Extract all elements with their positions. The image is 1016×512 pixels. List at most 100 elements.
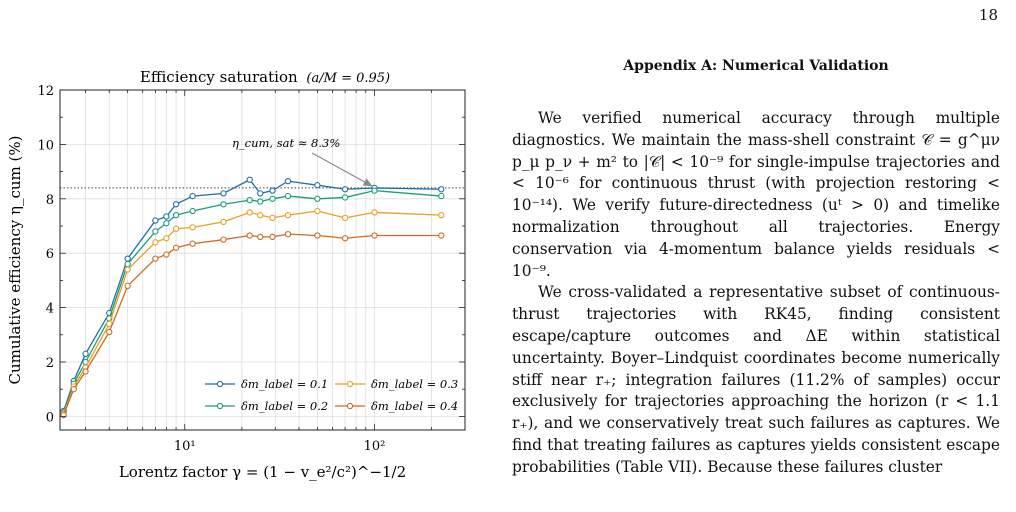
series-point <box>189 192 196 200</box>
page-number: 18 <box>978 6 998 24</box>
series-point <box>124 260 131 268</box>
appendix-title: Appendix A: Numerical Validation <box>623 58 889 74</box>
y-tick-label: 4 <box>46 302 54 317</box>
series-point <box>163 251 170 258</box>
annotation-layer: η_cum, sat ≈ 8.3% <box>232 136 373 187</box>
y-tick-label: 10 <box>37 138 54 153</box>
series-point <box>257 198 264 205</box>
series-point <box>269 233 276 241</box>
series-point <box>220 201 227 208</box>
series-point <box>284 211 292 219</box>
legend-entry-3: δm_label = 0.3 <box>335 377 458 391</box>
series-point <box>246 209 253 216</box>
legend-label: δm_label = 0.1 <box>241 377 328 391</box>
series-point <box>438 232 445 239</box>
series-point <box>82 350 89 357</box>
x-tick-label: 10¹ <box>174 439 196 454</box>
series-point <box>172 201 180 208</box>
series-layer <box>60 176 445 419</box>
series-point <box>246 232 253 239</box>
series-point <box>371 187 378 194</box>
y-tick-label: 6 <box>46 247 54 262</box>
series-point <box>314 232 321 239</box>
series-point <box>189 240 196 247</box>
plot-frame <box>59 89 466 431</box>
series-point <box>152 239 159 246</box>
series-point <box>284 192 292 200</box>
saturation-annotation: η_cum, sat ≈ 8.3% <box>232 136 340 150</box>
efficiency-saturation-figure: Efficiency saturation (a/M = 0.95) 0 2 4 6 8… <box>0 55 480 495</box>
series-point <box>163 235 170 242</box>
annotation-arrow <box>311 152 373 187</box>
series-line <box>63 210 442 414</box>
series-point <box>172 225 180 232</box>
series-point <box>438 192 445 200</box>
series-point <box>371 209 378 216</box>
series-point <box>106 320 113 328</box>
y-tick-label: 8 <box>46 193 54 208</box>
series-point <box>341 235 349 242</box>
y-tick-label: 0 <box>46 410 54 425</box>
legend-entry-1: δm_label = 0.1 <box>205 377 328 391</box>
series-point <box>152 217 159 224</box>
series-point <box>124 282 131 289</box>
series-point <box>189 224 196 231</box>
series-point <box>172 211 180 219</box>
appendix-paragraph-2: We cross-validated a representative subs… <box>512 283 1000 476</box>
series-point <box>257 190 264 197</box>
series-point <box>70 386 77 393</box>
y-tick-label: 12 <box>37 84 54 99</box>
appendix-paragraph-1: We verified numerical accuracy through m… <box>512 109 1000 280</box>
legend-swatch-marker <box>346 380 354 388</box>
series-point <box>269 195 276 202</box>
series-line <box>63 178 442 412</box>
series-1 <box>60 176 445 415</box>
legend-swatch-marker <box>216 380 224 388</box>
series-point <box>124 255 131 262</box>
legend-label: δm_label = 0.3 <box>371 377 458 391</box>
y-tick-label: 2 <box>46 356 54 371</box>
series-line <box>63 233 442 416</box>
x-axis-label: Lorentz factor γ = (1 − v_e²/c²)^−1/2 <box>119 463 406 481</box>
series-point <box>314 182 321 189</box>
tick-layer: 0 2 4 6 8 10 12 10¹ 10² <box>37 84 466 454</box>
series-point <box>341 194 349 201</box>
y-axis-label: Cumulative efficiency η_cum (%) <box>6 136 24 385</box>
series-point <box>314 195 321 202</box>
series-point <box>341 186 349 193</box>
series-point <box>341 214 349 221</box>
legend-entry-4: δm_label = 0.4 <box>335 399 458 413</box>
series-point <box>106 328 113 336</box>
chart-title-prefix: Efficiency saturation <box>140 68 298 86</box>
series-point <box>257 233 264 241</box>
legend-swatch-marker <box>216 402 224 410</box>
x-tick-label: 10² <box>364 439 386 454</box>
series-point <box>82 368 89 375</box>
series-point <box>284 177 292 185</box>
legend-entry-2: δm_label = 0.2 <box>205 399 328 413</box>
series-point <box>220 190 227 197</box>
series-point <box>284 231 292 238</box>
annotation-arrowhead <box>362 178 373 187</box>
legend-label: δm_label = 0.2 <box>241 399 328 413</box>
series-point <box>189 207 196 215</box>
legend-swatch-marker <box>346 402 354 410</box>
legend: δm_label = 0.1 δm_label = 0.3 δm_label = 0… <box>205 377 458 413</box>
chart-title-param: (a/M = 0.95) <box>306 71 390 86</box>
series-point <box>152 255 159 262</box>
legend-label: δm_label = 0.4 <box>371 399 458 413</box>
series-point <box>257 211 264 219</box>
series-point <box>438 211 445 219</box>
series-point <box>124 266 131 273</box>
grid-layer <box>60 89 466 430</box>
series-point <box>269 214 276 221</box>
series-point <box>172 244 180 251</box>
series-point <box>60 411 67 419</box>
series-point <box>163 220 170 227</box>
series-point <box>163 213 170 220</box>
series-point <box>220 218 227 226</box>
series-point <box>371 232 378 239</box>
efficiency-chart: Efficiency saturation (a/M = 0.95) 0 2 4 6 8… <box>6 68 466 481</box>
chart-title: Efficiency saturation (a/M = 0.95) <box>140 68 390 86</box>
series-point <box>246 176 253 183</box>
